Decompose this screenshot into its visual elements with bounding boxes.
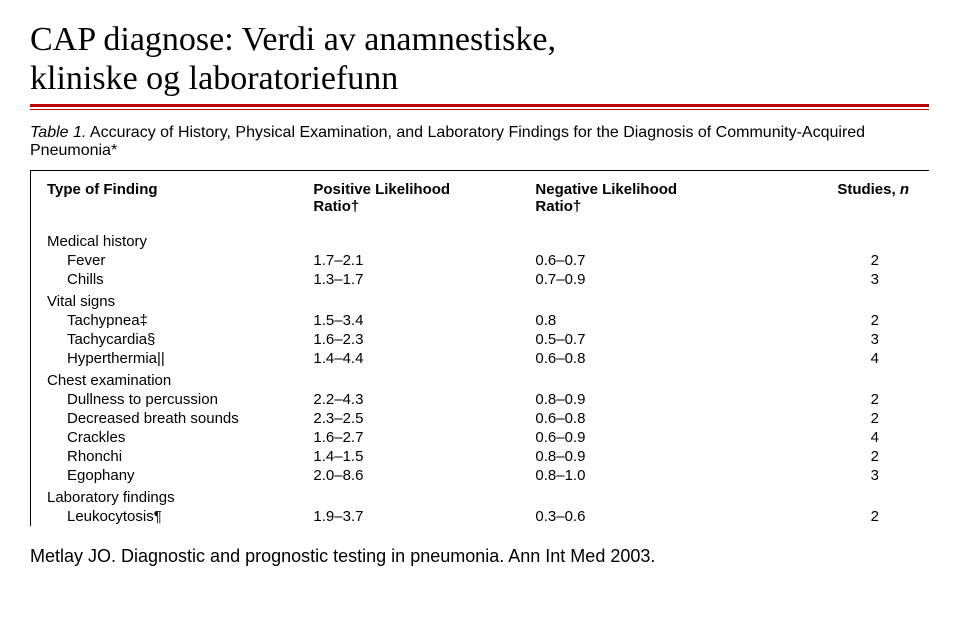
table-row: Crackles1.6–2.70.6–0.94: [41, 428, 929, 447]
cell-finding: Leukocytosis¶: [41, 507, 307, 526]
cell-negative-lr: 0.8–0.9: [529, 447, 778, 466]
table-row: Chills1.3–1.70.7–0.93: [41, 270, 929, 289]
section-label: Vital signs: [41, 289, 929, 311]
cell-finding: Chills: [41, 270, 307, 289]
table-row: Rhonchi1.4–1.50.8–0.92: [41, 447, 929, 466]
caption-prefix: Table 1.: [30, 124, 86, 141]
cell-negative-lr: 0.8–0.9: [529, 390, 778, 409]
cell-studies-n: 3: [778, 330, 929, 349]
cell-studies-n: 2: [778, 409, 929, 428]
cell-positive-lr: 1.6–2.3: [307, 330, 529, 349]
divider-thin: [30, 109, 929, 110]
section-label: Chest examination: [41, 368, 929, 390]
col-header-n-ital: n: [900, 181, 909, 198]
slide-title: CAP diagnose: Verdi av anamnestiske, kli…: [30, 20, 929, 98]
caption-text: Accuracy of History, Physical Examinatio…: [30, 124, 865, 159]
cell-finding: Egophany: [41, 466, 307, 485]
col-header-type: Type of Finding: [41, 179, 307, 229]
cell-finding: Dullness to percussion: [41, 390, 307, 409]
cell-negative-lr: 0.6–0.7: [529, 251, 778, 270]
cell-positive-lr: 2.2–4.3: [307, 390, 529, 409]
cell-negative-lr: 0.6–0.9: [529, 428, 778, 447]
section-row: Laboratory findings: [41, 485, 929, 507]
cell-studies-n: 2: [778, 251, 929, 270]
col-header-n: Studies, n: [778, 179, 929, 229]
table-row: Leukocytosis¶1.9–3.70.3–0.62: [41, 507, 929, 526]
col-header-pos-1: Positive Likelihood: [313, 181, 450, 198]
table-body: Medical historyFever1.7–2.10.6–0.72Chill…: [41, 229, 929, 526]
cell-studies-n: 2: [778, 447, 929, 466]
cell-studies-n: 2: [778, 390, 929, 409]
table-wrapper: Type of Finding Positive Likelihood Rati…: [30, 170, 929, 526]
section-row: Medical history: [41, 229, 929, 251]
cell-finding: Rhonchi: [41, 447, 307, 466]
table-caption: Table 1. Accuracy of History, Physical E…: [30, 124, 929, 160]
cell-positive-lr: 1.4–4.4: [307, 349, 529, 368]
col-header-pos: Positive Likelihood Ratio†: [307, 179, 529, 229]
cell-studies-n: 2: [778, 507, 929, 526]
col-header-type-text: Type of Finding: [47, 181, 158, 198]
cell-studies-n: 4: [778, 349, 929, 368]
cell-negative-lr: 0.6–0.8: [529, 349, 778, 368]
table-row: Egophany2.0–8.60.8–1.03: [41, 466, 929, 485]
section-label: Laboratory findings: [41, 485, 929, 507]
table-row: Hyperthermia||1.4–4.40.6–0.84: [41, 349, 929, 368]
table-row: Decreased breath sounds2.3–2.50.6–0.82: [41, 409, 929, 428]
cell-negative-lr: 0.7–0.9: [529, 270, 778, 289]
findings-table: Type of Finding Positive Likelihood Rati…: [41, 179, 929, 526]
cell-positive-lr: 1.6–2.7: [307, 428, 529, 447]
cell-positive-lr: 2.3–2.5: [307, 409, 529, 428]
table-row: Tachypnea‡1.5–3.40.82: [41, 311, 929, 330]
table-row: Tachycardia§1.6–2.30.5–0.73: [41, 330, 929, 349]
title-line-2: kliniske og laboratoriefunn: [30, 60, 398, 97]
table-row: Fever1.7–2.10.6–0.72: [41, 251, 929, 270]
cell-studies-n: 2: [778, 311, 929, 330]
cell-studies-n: 3: [778, 466, 929, 485]
cell-finding: Hyperthermia||: [41, 349, 307, 368]
col-header-pos-2: Ratio†: [313, 198, 523, 215]
cell-negative-lr: 0.6–0.8: [529, 409, 778, 428]
cell-positive-lr: 1.7–2.1: [307, 251, 529, 270]
citation: Metlay JO. Diagnostic and prognostic tes…: [30, 546, 929, 567]
cell-studies-n: 3: [778, 270, 929, 289]
table-row: Dullness to percussion2.2–4.30.8–0.92: [41, 390, 929, 409]
table-header-row: Type of Finding Positive Likelihood Rati…: [41, 179, 929, 229]
cell-finding: Fever: [41, 251, 307, 270]
cell-negative-lr: 0.8–1.0: [529, 466, 778, 485]
section-label: Medical history: [41, 229, 929, 251]
col-header-neg-1: Negative Likelihood: [535, 181, 677, 198]
cell-positive-lr: 1.5–3.4: [307, 311, 529, 330]
cell-negative-lr: 0.3–0.6: [529, 507, 778, 526]
cell-studies-n: 4: [778, 428, 929, 447]
cell-positive-lr: 2.0–8.6: [307, 466, 529, 485]
cell-positive-lr: 1.3–1.7: [307, 270, 529, 289]
col-header-neg: Negative Likelihood Ratio†: [529, 179, 778, 229]
cell-negative-lr: 0.5–0.7: [529, 330, 778, 349]
title-line-1: CAP diagnose: Verdi av anamnestiske,: [30, 21, 556, 58]
cell-finding: Crackles: [41, 428, 307, 447]
col-header-n-text: Studies,: [837, 181, 900, 198]
cell-finding: Decreased breath sounds: [41, 409, 307, 428]
cell-finding: Tachypnea‡: [41, 311, 307, 330]
section-row: Vital signs: [41, 289, 929, 311]
cell-negative-lr: 0.8: [529, 311, 778, 330]
col-header-neg-2: Ratio†: [535, 198, 772, 215]
divider-thick: [30, 104, 929, 107]
cell-finding: Tachycardia§: [41, 330, 307, 349]
cell-positive-lr: 1.4–1.5: [307, 447, 529, 466]
cell-positive-lr: 1.9–3.7: [307, 507, 529, 526]
section-row: Chest examination: [41, 368, 929, 390]
